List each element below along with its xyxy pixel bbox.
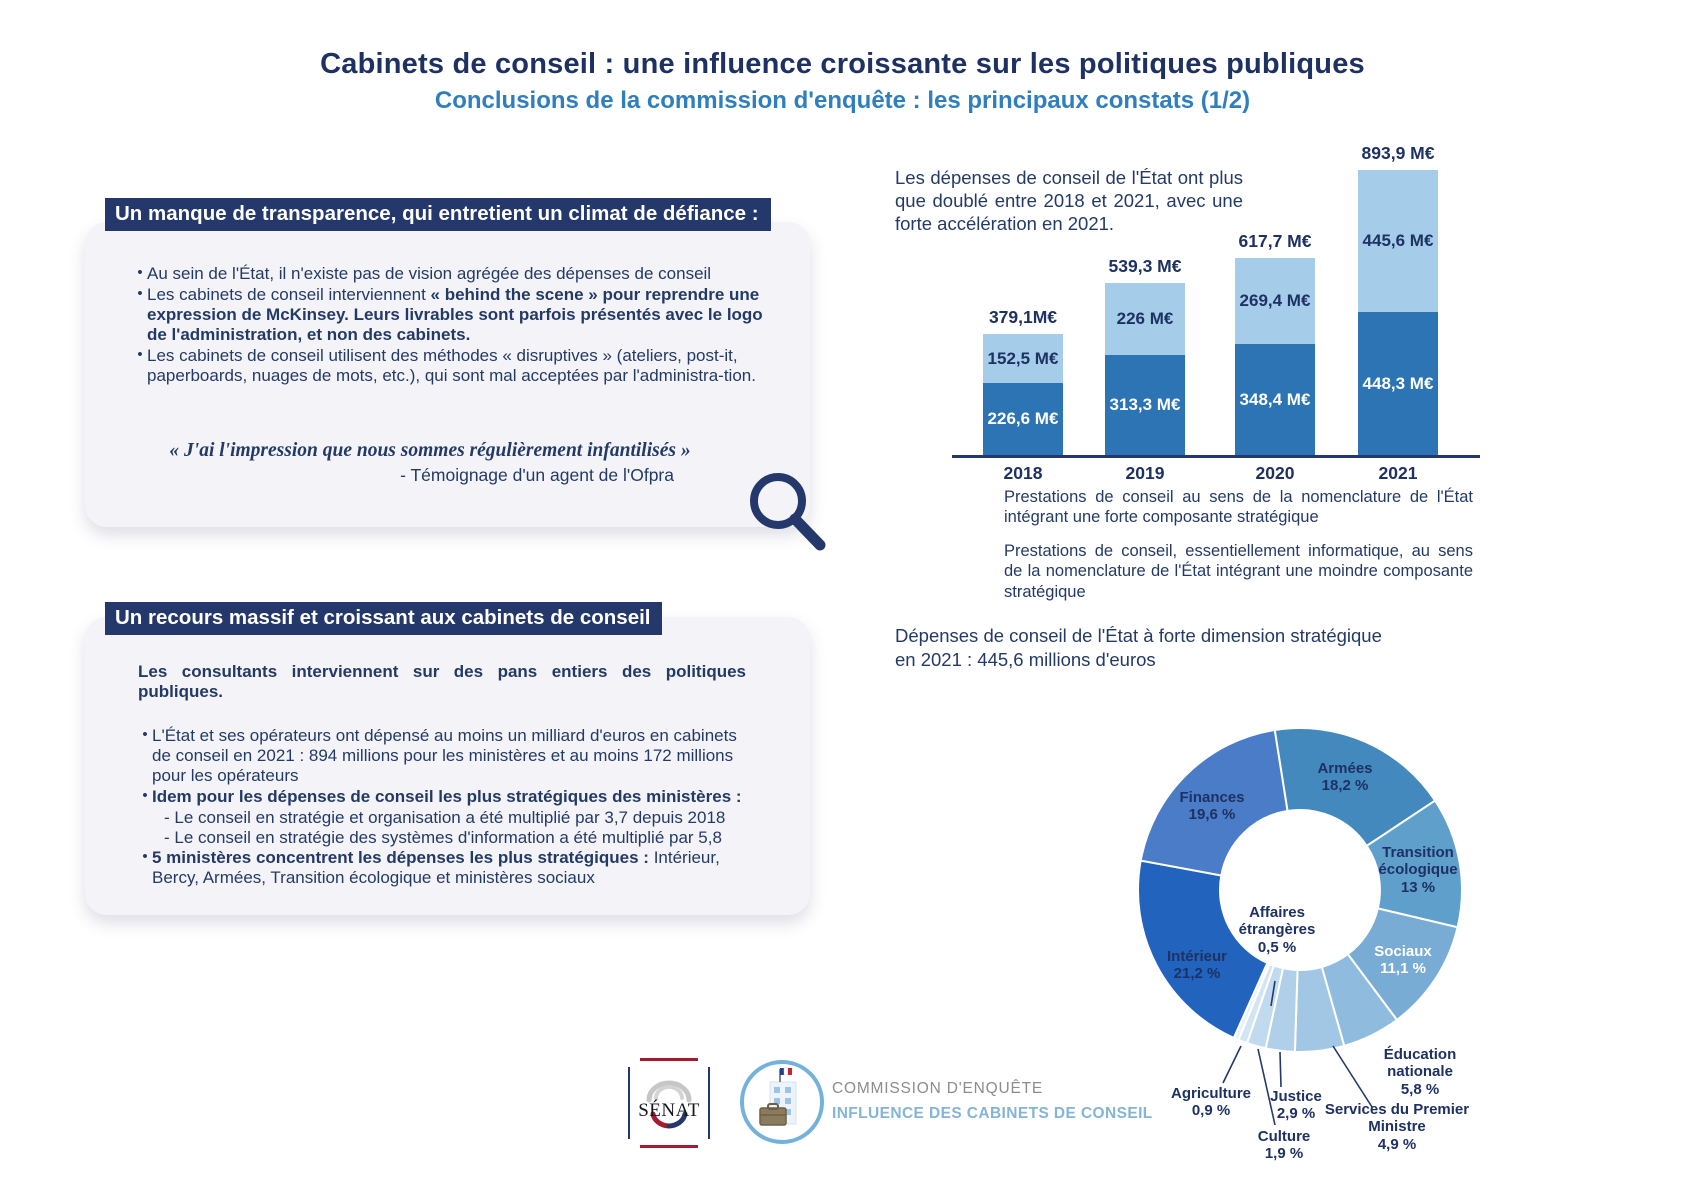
donut-slice-finances: [1139, 728, 1289, 877]
commission-building-icon: [740, 1060, 824, 1144]
x-axis-tick-2020: 2020: [1255, 463, 1295, 483]
bar-plot-area: 379,1M€ 152,5 M€ 226,6 M€ 2018 539,3 M€ 226 M…: [950, 135, 1490, 495]
donut-label-agriculture: Agriculture 0,9 %: [1170, 1084, 1251, 1119]
x-axis-tick-2018: 2018: [1003, 463, 1043, 483]
x-axis-line: [952, 455, 1480, 458]
donut-label-services-pm: Services du Premier Ministre 4,9 %: [1324, 1101, 1470, 1153]
bullet-dot: •: [137, 264, 143, 281]
legend-label: Prestations de conseil au sens de la nom…: [1004, 488, 1473, 527]
bar-value-label: 269,4 M€: [1239, 291, 1311, 310]
donut-label-transition: Transition écologique 13 %: [1378, 844, 1458, 896]
bar-value-label: 226 M€: [1116, 309, 1174, 328]
donut-chart: Armées 18,2 % Transition écologique 13 % S…: [1085, 715, 1575, 1187]
bar-segment-informatique-2020: [1235, 344, 1315, 455]
bar-value-label: 152,5 M€: [987, 348, 1059, 368]
bullet-text: Au sein de l'État, il n'existe pas de vi…: [147, 264, 712, 283]
quote-text: « J'ai l'impression que nous sommes régu…: [169, 440, 691, 461]
magnifier-icon: [750, 473, 826, 551]
donut-label-armees: Armées 18,2 %: [1317, 759, 1373, 794]
bullet-text: 5 ministères concentrent les dépenses le…: [152, 848, 720, 888]
bar-segment-strategique-2019: [1105, 283, 1185, 355]
senat-logo-bottom-rule: [640, 1145, 698, 1148]
stacked-bar-chart: 379,1M€ 152,5 M€ 226,6 M€ 2018 539,3 M€ 226 M…: [950, 135, 1490, 495]
panel-transparence: [85, 222, 810, 527]
x-axis-tick-2019: 2019: [1125, 463, 1165, 483]
quote-attribution: - Témoignage d'un agent de l'Ofpra: [400, 465, 674, 485]
donut-label-justice: Justice 2,9 %: [1270, 1087, 1322, 1122]
legend-label: Prestations de conseil, essentiellement …: [1004, 542, 1473, 601]
commission-wordmark: COMMISSION D'ENQUÊTE INFLUENCE DES CABIN…: [832, 1080, 1153, 1123]
bullet-item: • Les cabinets de conseil utilisent des …: [133, 346, 765, 386]
senat-logo-left-rule: [628, 1067, 630, 1139]
donut-leader-lines: [1222, 980, 1373, 1126]
sub-bullet: - Le conseil en stratégie et organisatio…: [164, 808, 726, 828]
senat-spiral-icon: [646, 1080, 692, 1129]
panel-recours: [85, 617, 810, 915]
donut-label-affaires-etrangeres: Affaires étrangères 0,5 %: [1238, 904, 1316, 956]
bullet-text: Les cabinets de conseil interviennent « …: [147, 285, 763, 345]
bullet-text: Les cabinets de conseil utilisent des mé…: [147, 346, 756, 386]
panel-transparence-header: Un manque de transparence, qui entretien…: [105, 198, 771, 231]
senat-logo-text: SÉNAT: [638, 1100, 700, 1121]
bar-total-label-2021: 893,9 M€: [1361, 143, 1435, 163]
bar-value-label: 445,6 M€: [1362, 231, 1434, 250]
legend-swatch-dark-blue: [963, 544, 990, 571]
bullet-dot: •: [142, 726, 148, 744]
panel-recours-header: Un recours massif et croissant aux cabin…: [105, 602, 663, 635]
donut-label-interieur: Intérieur 21,2 %: [1166, 947, 1227, 982]
donut-label-education: Éducation nationale 5,8 %: [1383, 1046, 1457, 1098]
bar-segment-strategique-2021: [1358, 170, 1438, 312]
bullet-item: • Idem pour les dépenses de conseil les …: [138, 787, 753, 807]
legend-item: Prestations de conseil au sens de la nom…: [963, 487, 1473, 527]
header: Cabinets de conseil : une influence croi…: [0, 48, 1685, 115]
sub-bullet: - Le conseil en stratégie des systèmes d…: [164, 828, 722, 848]
bar-total-label-2018: 379,1M€: [988, 307, 1058, 327]
bar-segment-informatique-2019: [1105, 355, 1185, 455]
bar-value-label: 226,6 M€: [987, 409, 1059, 428]
bar-chart-legend: Prestations de conseil au sens de la nom…: [963, 487, 1473, 602]
legend-swatch-light-blue: [963, 490, 990, 517]
bar-segment-strategique-2018: [983, 334, 1063, 383]
commission-subtitle: INFLUENCE DES CABINETS DE CONSEIL: [832, 1105, 1153, 1122]
legend-item: Prestations de conseil, essentiellement …: [963, 541, 1473, 601]
commission-title: COMMISSION D'ENQUÊTE: [832, 1080, 1043, 1097]
bar-value-label: 348,4 M€: [1239, 389, 1311, 409]
bullet-text: Idem pour les dépenses de conseil les pl…: [152, 787, 742, 807]
senat-logo-right-rule: [708, 1067, 710, 1139]
bar-value-label: 448,3 M€: [1362, 373, 1434, 393]
donut-chart-caption: Dépenses de conseil de l'État à forte di…: [895, 625, 1382, 670]
donut-slice-intérieur: [1137, 859, 1269, 1040]
donut-label-culture: Culture 1,9 %: [1257, 1127, 1311, 1162]
bar-value-label: 313,3 M€: [1109, 395, 1181, 414]
page-subtitle: Conclusions de la commission d'enquête :…: [434, 87, 1251, 114]
panel-recours-body: Les consultants interviennent sur des pa…: [138, 662, 753, 889]
bullet-dot: •: [137, 346, 143, 364]
quote-block: « J'ai l'impression que nous sommes régu…: [150, 440, 710, 486]
bar-segment-informatique-2021: [1358, 312, 1438, 455]
donut-svg: [1137, 727, 1463, 1126]
senat-logo: SÉNAT: [628, 1058, 710, 1148]
bullet-dot: •: [142, 848, 148, 866]
bar-chart-caption: Les dépenses de conseil de l'État ont pl…: [895, 167, 1243, 235]
bullet-text: L'État et ses opérateurs ont dépensé au …: [152, 726, 737, 786]
bullet-dot: •: [137, 285, 143, 303]
page-title: Cabinets de conseil : une influence croi…: [320, 48, 1365, 80]
bullet-item: • 5 ministères concentrent les dépenses …: [138, 848, 753, 888]
bullet-item: • Les cabinets de conseil interviennent …: [133, 285, 765, 345]
x-axis-tick-2021: 2021: [1378, 463, 1418, 483]
bar-total-label-2019: 539,3 M€: [1108, 256, 1182, 276]
bar-segment-informatique-2018: [983, 383, 1063, 455]
bullet-dot: •: [142, 787, 148, 805]
bar-segment-strategique-2020: [1235, 258, 1315, 344]
bullet-item: • L'État et ses opérateurs ont dépensé a…: [138, 726, 753, 786]
panel-transparence-body: • Au sein de l'État, il n'existe pas de …: [133, 264, 765, 387]
donut-label-sociaux: Sociaux 11,1 %: [1374, 942, 1432, 977]
bar-total-label-2020: 617,7 M€: [1238, 231, 1312, 251]
panel-recours-intro: Les consultants interviennent sur des pa…: [138, 662, 746, 702]
senat-logo-top-rule: [640, 1058, 698, 1061]
donut-slice-armées: [1273, 727, 1437, 848]
donut-label-finances: Finances 19,6 %: [1179, 788, 1245, 823]
bullet-item: • Au sein de l'État, il n'existe pas de …: [133, 264, 765, 284]
